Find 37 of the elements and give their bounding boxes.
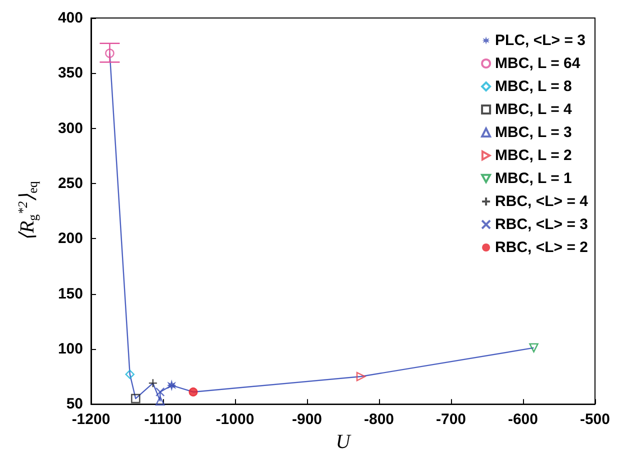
point bbox=[188, 387, 198, 396]
legend-label: MBC, L = 4 bbox=[495, 101, 573, 118]
x-axis-title: U bbox=[336, 431, 352, 453]
x-tick-label: -600 bbox=[508, 411, 538, 428]
x-tick-label: -900 bbox=[292, 411, 322, 428]
legend-label: MBC, L = 1 bbox=[495, 170, 572, 187]
legend-label: MBC, L = 64 bbox=[495, 55, 581, 72]
x-tick-label: -800 bbox=[364, 411, 394, 428]
point bbox=[130, 394, 140, 404]
x-tick-label: -1100 bbox=[144, 411, 182, 428]
y-tick-label: 400 bbox=[58, 10, 83, 26]
x-tick-label: -500 bbox=[580, 411, 610, 428]
y-tick-label: 100 bbox=[58, 340, 83, 358]
y-axis-title: ⟨Rg*2⟩eq bbox=[15, 180, 40, 242]
legend-label: RBC, <L> = 2 bbox=[495, 239, 588, 256]
legend-label: PLC, <L> = 3 bbox=[495, 32, 586, 49]
legend-label: MBC, L = 2 bbox=[495, 147, 572, 164]
point bbox=[155, 387, 165, 397]
legend-label: RBC, <L> = 4 bbox=[495, 193, 589, 210]
point bbox=[105, 48, 114, 58]
legend-label: MBC, L = 3 bbox=[495, 124, 572, 141]
point bbox=[356, 372, 366, 382]
point bbox=[155, 396, 165, 406]
point bbox=[125, 370, 135, 379]
legend-label: MBC, L = 8 bbox=[495, 78, 572, 95]
y-tick-label: 150 bbox=[58, 285, 83, 302]
x-tick-label: -1200 bbox=[72, 411, 110, 428]
y-tick-label: 300 bbox=[58, 120, 83, 137]
point bbox=[167, 380, 176, 390]
y-tick-label: 250 bbox=[58, 174, 83, 192]
y-tick-label: 200 bbox=[58, 230, 83, 248]
x-tick-label: -1000 bbox=[216, 411, 254, 428]
point bbox=[529, 343, 538, 352]
y-tick-label: 50 bbox=[66, 396, 83, 413]
x-tick-label: -700 bbox=[436, 411, 466, 428]
legend-label: RBC, <L> = 3 bbox=[495, 216, 588, 233]
y-tick-label: 350 bbox=[58, 64, 83, 82]
